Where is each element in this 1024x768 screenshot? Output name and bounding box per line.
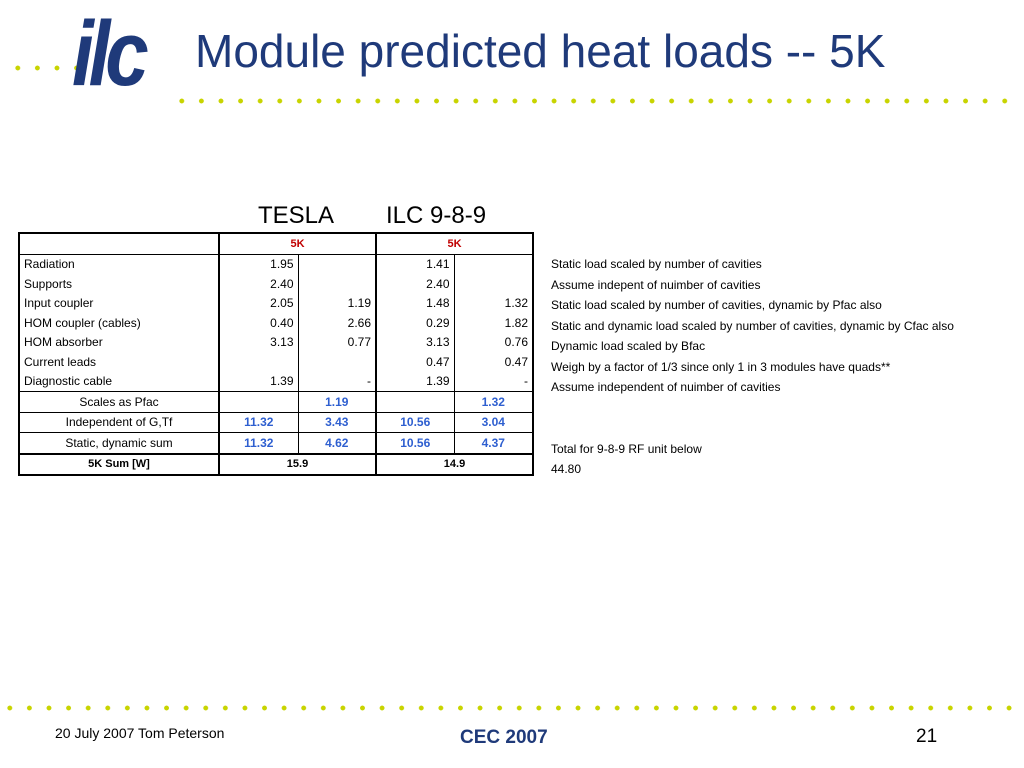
footer-left: 20 July 2007 Tom Peterson [55,725,225,741]
dots [172,97,1012,105]
cell: 1.39 [375,371,454,392]
cell: 10.56 [375,411,454,433]
cell: 1.32 [453,293,533,313]
cell: 0.47 [453,352,533,372]
row-label: HOM coupler (cables) [18,313,219,333]
row-label: 5K Sum [W] [18,452,219,475]
note: Static load scaled by number of cavities… [551,298,882,312]
page-number: 21 [916,726,938,747]
dots [0,704,1024,712]
row-label: Input coupler [18,293,219,313]
subheader: 5K [218,233,376,255]
note: Dynamic load scaled by Bfac [551,339,706,353]
cell: 2.40 [375,274,454,294]
table-row: Scales as Pfac 1.19 1.32 [18,391,533,412]
row-label: Scales as Pfac [18,391,219,412]
table-row: HOM absorber 3.13 0.77 3.13 0.76 [18,332,533,352]
note: Total for 9-8-9 RF unit below [551,441,702,456]
subheader: 5K [375,233,533,255]
column-titles: TESLA ILC 9-8-9 [0,202,540,232]
note: Static load scaled by number of cavities [551,257,762,271]
cell: 2.05 [218,293,298,313]
cell: 3.04 [453,411,533,433]
note: 44.80 [551,462,582,476]
cell: 1.95 [218,254,298,274]
cell: 0.77 [297,332,376,352]
cell: 0.76 [453,332,533,352]
note: Weigh by a factor of 1/3 since only 1 in… [551,359,891,374]
cell: 3.13 [375,332,454,352]
row-label: Diagnostic cable [18,371,219,392]
cell: 0.29 [375,313,454,333]
cell: 1.19 [297,293,376,313]
cell: 1.48 [375,293,454,313]
row-label: Current leads [18,352,219,372]
cell: 15.9 [218,452,376,475]
cell [18,233,219,255]
table-row: Supports 2.40 2.40 [18,274,533,294]
dots [8,64,123,72]
cell: - [453,371,533,392]
row-label: Independent of G,Tf [18,411,219,433]
cell: 4.62 [297,432,376,454]
row-label: Static, dynamic sum [18,432,219,454]
cell: 4.37 [453,432,533,454]
table-row: Input coupler 2.05 1.19 1.48 1.32 [18,293,533,313]
row-label: HOM absorber [18,332,219,352]
cell: 1.39 [218,371,298,392]
column-title: TESLA [258,202,335,229]
row-label: Radiation [18,254,219,274]
cell: 3.13 [218,332,298,352]
cell: 1.41 [375,254,454,274]
cell: - [297,371,376,392]
cell: 11.32 [218,411,298,433]
cell: 14.9 [375,452,533,475]
cell: 0.40 [218,313,298,333]
logo: ilc [72,3,149,105]
cell: 3.43 [297,411,376,433]
cell [297,254,376,274]
table-row: Static, dynamic sum 11.32 4.62 10.56 4.37 [18,432,533,454]
table-row: 5K Sum [W] 15.9 14.9 [18,452,533,475]
cell [453,274,533,294]
cell [375,391,454,412]
column-title: ILC 9-8-9 [386,202,487,229]
subheader-row: 5K 5K [18,233,533,255]
note: Assume independent of nuimber of cavitie… [551,380,781,394]
cell: 1.19 [297,391,376,412]
table-row: Diagnostic cable 1.39-1.39- [18,371,533,392]
cell [297,352,376,372]
cell [218,391,298,412]
table-row: Radiation 1.95 1.41 [18,254,533,274]
cell: 11.32 [218,432,298,454]
heat-load-table: 5K 5K Radiation 1.95 1.41 Supports 2.40 2.40 Inp… [18,232,534,476]
cell: 10.56 [375,432,454,454]
cell [453,254,533,274]
cell [218,352,298,372]
table-row: Independent of G,Tf 11.32 3.43 10.56 3.04 [18,411,533,433]
row-label: Supports [18,274,219,294]
cell: 2.40 [218,274,298,294]
table-row: HOM coupler (cables) 0.40 2.66 0.29 1.82 [18,313,533,333]
footer-center: CEC 2007 [460,727,548,748]
cell: 2.66 [297,313,376,333]
note: Assume indepent of nuimber of cavities [551,277,761,292]
table-row: Current leads 0.47 0.47 [18,352,533,372]
cell [297,274,376,294]
cell: 0.47 [375,352,454,372]
cell: 1.32 [453,391,533,412]
cell: 1.82 [453,313,533,333]
note: Static and dynamic load scaled by number… [551,318,954,333]
title: Module predicted heat loads -- 5K [195,25,886,77]
